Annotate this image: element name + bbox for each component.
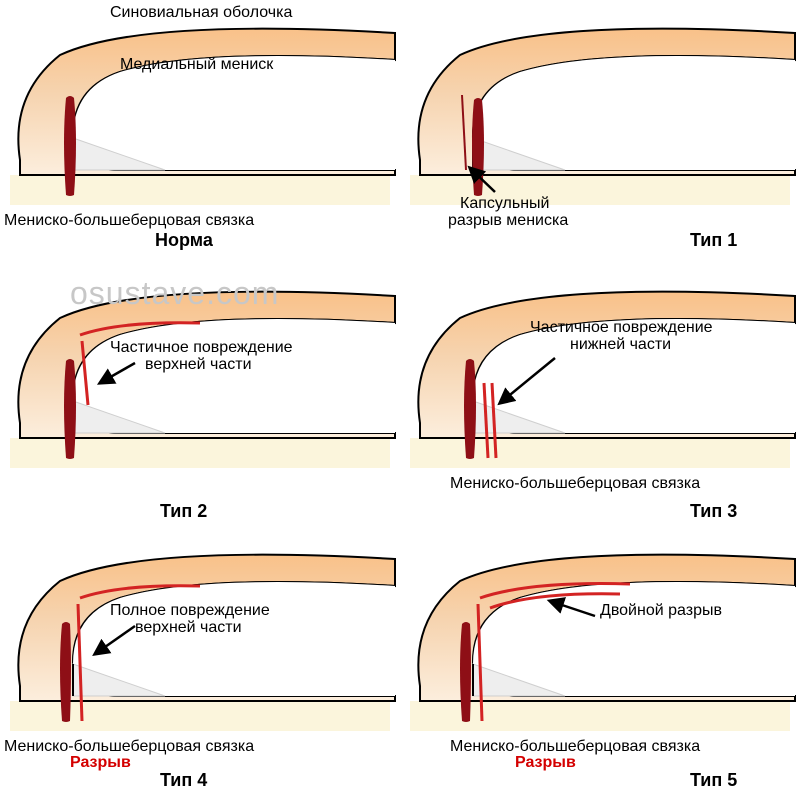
type-label: Тип 5 — [690, 770, 737, 791]
panel-cell: Полное повреждениеверхней части Мениско-б… — [0, 526, 400, 789]
anatomy-label: Мениско-большеберцовая связка — [450, 475, 700, 493]
panel-cell: Синовиальная оболочка Медиальный мениск Ме… — [0, 0, 400, 263]
anatomy-label: Разрыв — [515, 754, 576, 772]
panel-svg — [0, 263, 400, 526]
anatomy-label: Разрыв — [70, 754, 131, 772]
type-label: Тип 3 — [690, 501, 737, 522]
anatomy-label: разрыв мениска — [448, 212, 568, 230]
type-label: Тип 1 — [690, 230, 737, 251]
anatomy-label: Мениско-большеберцовая связка — [4, 738, 254, 756]
anatomy-label: нижней части — [570, 336, 671, 354]
anatomy-label: Медиальный мениск — [120, 56, 273, 74]
type-label: Тип 4 — [160, 770, 207, 791]
anatomy-label: верхней части — [135, 619, 242, 637]
anatomy-label: Частичное повреждение — [530, 319, 713, 337]
anatomy-label: Частичное повреждение — [110, 339, 293, 357]
diagram-grid: Синовиальная оболочка Медиальный мениск Ме… — [0, 0, 800, 789]
type-label: Норма — [155, 230, 213, 251]
anatomy-label: Двойной разрыв — [600, 602, 722, 620]
anatomy-label: Мениско-большеберцовая связка — [450, 738, 700, 756]
anatomy-label: Полное повреждение — [110, 602, 270, 620]
anatomy-label: верхней части — [145, 356, 252, 374]
type-label: Тип 2 — [160, 501, 207, 522]
anatomy-label: Капсульный — [460, 195, 549, 213]
panel-cell: Двойной разрыв Мениско-большеберцовая свя… — [400, 526, 800, 789]
anatomy-label: Синовиальная оболочка — [110, 4, 292, 22]
panel-cell: Частичное повреждениенижней части Мениско… — [400, 263, 800, 526]
panel-cell: Частичное повреждениеверхней частиТип 2o… — [0, 263, 400, 526]
panel-cell: Капсульныйразрыв мениска Тип 1 — [400, 0, 800, 263]
anatomy-label: Мениско-большеберцовая связка — [4, 212, 254, 230]
